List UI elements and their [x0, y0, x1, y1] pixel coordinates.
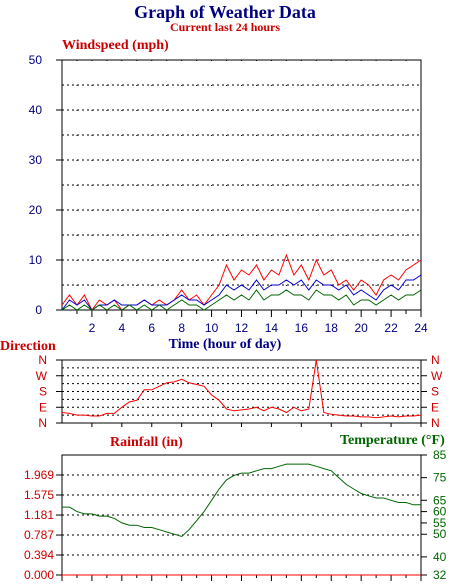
temperature-tick-label: 75: [433, 471, 447, 485]
wind-x-tick-label: 16: [295, 321, 309, 335]
temperature-tick-label: 50: [433, 527, 447, 541]
temperature-tick-label: 65: [433, 493, 447, 507]
direction-grid: [62, 367, 421, 416]
wind-grid: [62, 60, 421, 310]
wind-series: [61, 253, 422, 311]
wind-y-tick-label: 20: [29, 203, 43, 217]
wind-series-line-3: [61, 289, 422, 311]
direction-y-tick-label: S: [39, 385, 47, 399]
wind-y-tick-label: 40: [29, 103, 43, 117]
chart-title: Graph of Weather Data: [134, 2, 316, 22]
wind-x-tick-label: 24: [414, 321, 428, 335]
temperature-tick-label: 40: [433, 550, 447, 564]
direction-right-tick-label: E: [431, 400, 439, 414]
wind-y-tick-label: 0: [35, 303, 42, 317]
temperature-series-line: [62, 463, 421, 538]
wind-x-tick-label: 18: [325, 321, 339, 335]
rain-tick-label: 1.575: [24, 488, 54, 502]
wind-x-tick-label: 6: [148, 321, 155, 335]
rain-tick-label: 1.181: [24, 508, 54, 522]
temperature-tick-label: 85: [433, 448, 447, 462]
direction-y-tick-label: N: [38, 416, 47, 430]
rain-tick-label: 1.969: [24, 468, 54, 482]
chart-subtitle: Current last 24 hours: [170, 20, 280, 34]
wind-x-tick-label: 4: [118, 321, 125, 335]
wind-panel-label: Windspeed (mph): [62, 38, 169, 53]
wind-series-line-1: [61, 253, 422, 311]
wind-y-tick-label: 10: [29, 253, 43, 267]
rain-tick-label: 0.000: [24, 568, 54, 582]
temperature-axis-label: Temperature (°F): [340, 433, 445, 448]
wind-x-tick-label: 12: [235, 321, 249, 335]
temperature-tick-label: 32: [433, 568, 447, 582]
direction-series: [61, 359, 422, 419]
wind-x-tick-label: 20: [354, 321, 368, 335]
wind-x-tick-label: 8: [178, 321, 185, 335]
rain-temp-series: [62, 463, 421, 576]
rain-temp-grid: [62, 474, 421, 556]
wind-y-tick-label: 30: [29, 153, 43, 167]
direction-right-tick-label: S: [431, 385, 439, 399]
rain-tick-label: 0.394: [24, 548, 54, 562]
rainfall-axis-label: Rainfall (in): [110, 435, 183, 450]
direction-y-tick-label: E: [39, 400, 47, 414]
wind-x-tick-label: 14: [265, 321, 279, 335]
rain-temp-axes: 0.000 0.394 0.787 1.181 1.575 1.969 32 40 505560…: [24, 448, 447, 582]
wind-x-tick-label: 22: [384, 321, 398, 335]
direction-right-tick-label: N: [431, 353, 440, 367]
direction-right-tick-label: N: [431, 416, 440, 430]
wind-x-tick-label: 2: [89, 321, 96, 335]
temperature-tick-label: 55: [433, 516, 447, 530]
temperature-tick-label: 60: [433, 505, 447, 519]
direction-y-tick-label: W: [36, 369, 48, 383]
wind-y-tick-label: 50: [29, 53, 43, 67]
wind-x-axis-label: Time (hour of day): [169, 337, 282, 352]
wind-series-line-2: [61, 274, 422, 311]
direction-panel-label: Direction: [0, 339, 56, 354]
direction-y-tick-label: N: [38, 353, 47, 367]
direction-series-line: [61, 359, 422, 419]
rain-tick-label: 0.787: [24, 528, 54, 542]
wind-x-tick-label: 10: [205, 321, 219, 335]
direction-right-tick-label: W: [431, 369, 443, 383]
